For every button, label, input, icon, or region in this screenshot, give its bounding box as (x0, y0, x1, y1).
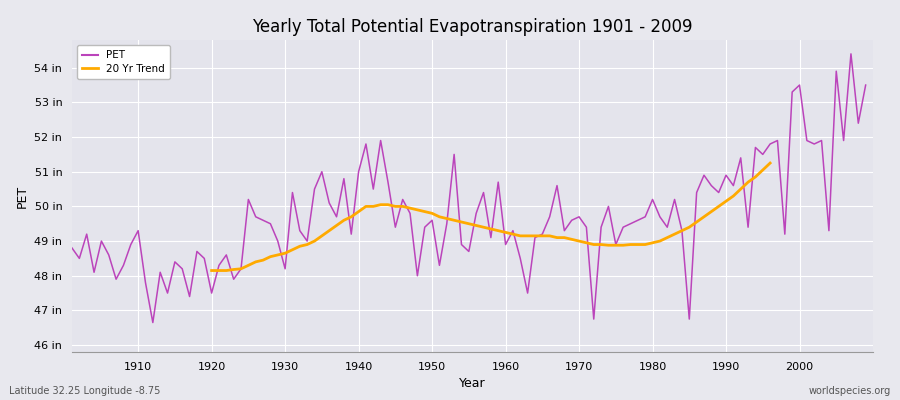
Text: worldspecies.org: worldspecies.org (809, 386, 891, 396)
Y-axis label: PET: PET (15, 184, 29, 208)
Legend: PET, 20 Yr Trend: PET, 20 Yr Trend (77, 45, 170, 79)
X-axis label: Year: Year (459, 377, 486, 390)
Text: Latitude 32.25 Longitude -8.75: Latitude 32.25 Longitude -8.75 (9, 386, 160, 396)
Title: Yearly Total Potential Evapotranspiration 1901 - 2009: Yearly Total Potential Evapotranspiratio… (252, 18, 693, 36)
